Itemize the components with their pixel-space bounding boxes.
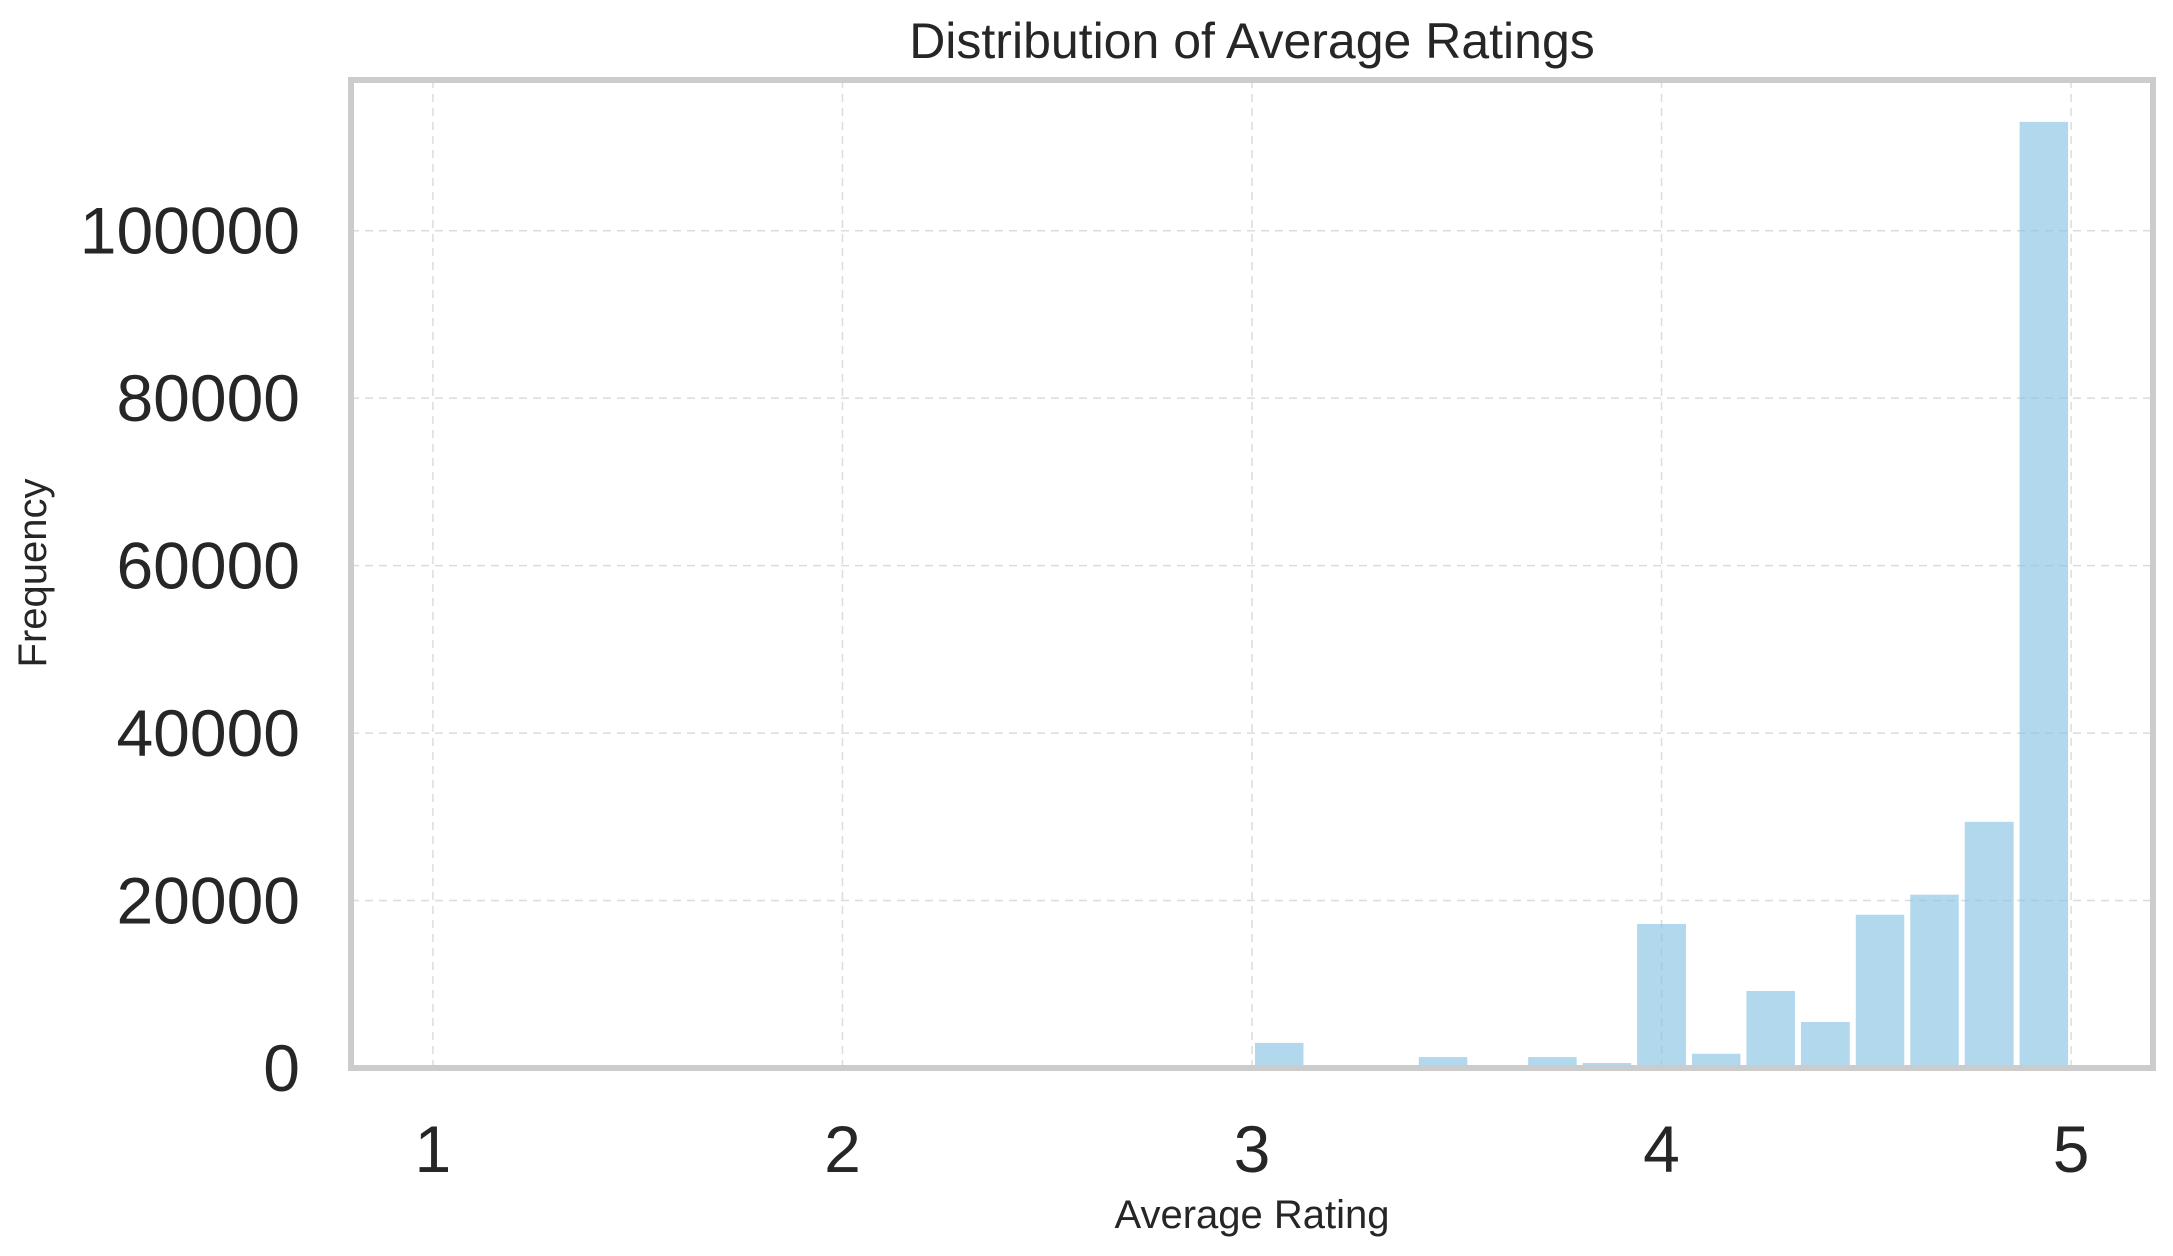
histogram-bar	[1528, 1057, 1577, 1068]
chart-title: Distribution of Average Ratings	[909, 13, 1595, 69]
histogram-bar	[1746, 990, 1795, 1068]
histogram-bar	[1855, 914, 1905, 1068]
histogram-bar	[1910, 894, 1959, 1068]
plot-frame	[348, 77, 2156, 1071]
y-tick-label: 20000	[116, 864, 300, 938]
histogram-bar	[1255, 1042, 1304, 1068]
y-axis-label: Frequency	[11, 479, 55, 668]
x-tick-label: 2	[824, 1112, 861, 1186]
y-tick-label: 40000	[116, 696, 300, 770]
x-tick-label: 3	[1234, 1112, 1271, 1186]
x-tick-label: 1	[415, 1112, 452, 1186]
y-tick-label: 60000	[116, 529, 300, 603]
histogram-bar	[1637, 923, 1686, 1068]
y-tick-labels: 0 20000 40000 60000 80000 100000	[80, 194, 300, 1105]
histogram-bar	[1800, 1021, 1850, 1068]
x-tick-label: 5	[2053, 1112, 2090, 1186]
y-tick-label: 80000	[116, 361, 300, 435]
histogram-bar	[1418, 1057, 1468, 1068]
x-tick-label: 4	[1643, 1112, 1680, 1186]
x-axis-label: Average Rating	[1115, 1193, 1390, 1237]
histogram-bar	[1964, 821, 2014, 1068]
histogram-bar	[2019, 121, 2069, 1069]
x-tick-labels: 1 2 3 4 5	[415, 1112, 2090, 1186]
histogram-bar	[1691, 1053, 1741, 1068]
y-tick-label: 100000	[80, 194, 300, 268]
y-tick-label: 0	[263, 1031, 300, 1105]
